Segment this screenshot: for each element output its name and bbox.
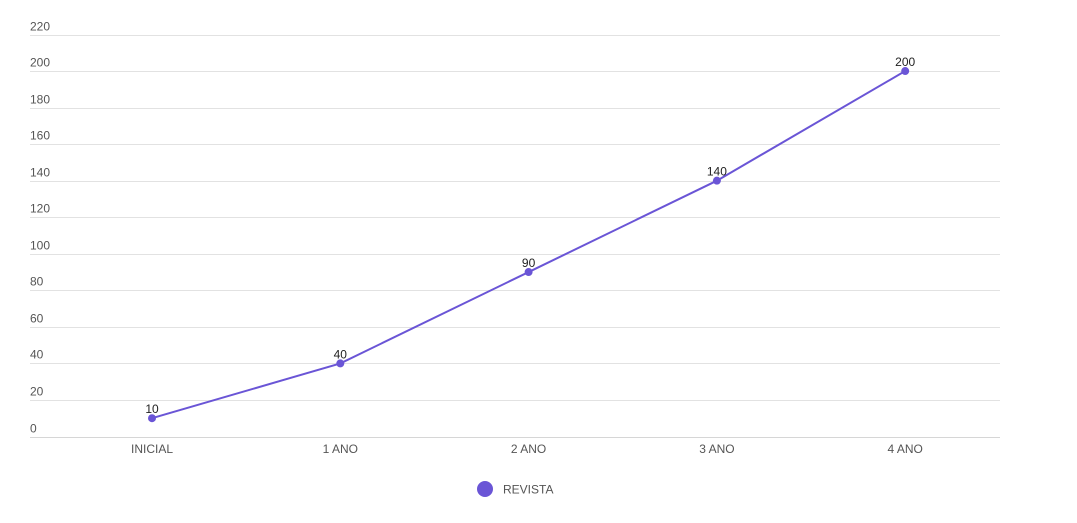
- data-label: 90: [522, 256, 536, 270]
- data-labels: 10 40 90 140 200: [145, 55, 915, 416]
- y-tick-label: 40: [30, 348, 44, 362]
- data-point[interactable]: [524, 268, 533, 277]
- series-line: [151, 70, 906, 420]
- grid-lines: [30, 35, 1000, 438]
- data-label: 10: [145, 402, 159, 416]
- data-label: 140: [707, 165, 727, 179]
- y-axis: 0 20 40 60 80 100 120 140 160 180 200 220: [30, 20, 50, 436]
- x-tick-label: 3 ANO: [699, 442, 734, 456]
- y-tick-label: 80: [30, 275, 44, 289]
- legend-marker[interactable]: [477, 481, 493, 497]
- x-tick-label: 2 ANO: [511, 442, 546, 456]
- x-tick-label: INICIAL: [131, 442, 173, 456]
- y-tick-label: 180: [30, 93, 50, 107]
- x-tick-label: 4 ANO: [888, 442, 923, 456]
- y-tick-label: 100: [30, 239, 50, 253]
- y-tick-label: 0: [30, 422, 37, 436]
- y-tick-label: 220: [30, 20, 50, 34]
- x-axis: INICIAL 1 ANO 2 ANO 3 ANO 4 ANO: [131, 442, 923, 456]
- legend[interactable]: REVISTA: [477, 481, 553, 497]
- data-point[interactable]: [336, 359, 345, 368]
- data-label: 200: [895, 55, 915, 69]
- series-layer: [148, 67, 910, 423]
- y-tick-label: 140: [30, 166, 50, 180]
- y-tick-label: 200: [30, 56, 50, 70]
- y-tick-label: 120: [30, 202, 50, 216]
- x-tick-label: 1 ANO: [323, 442, 358, 456]
- y-tick-label: 20: [30, 385, 44, 399]
- data-point[interactable]: [901, 67, 910, 76]
- y-tick-label: 60: [30, 312, 44, 326]
- legend-label[interactable]: REVISTA: [503, 483, 553, 497]
- data-point[interactable]: [148, 414, 156, 423]
- y-tick-label: 160: [30, 129, 50, 143]
- data-point[interactable]: [712, 176, 721, 185]
- data-label: 40: [334, 347, 348, 361]
